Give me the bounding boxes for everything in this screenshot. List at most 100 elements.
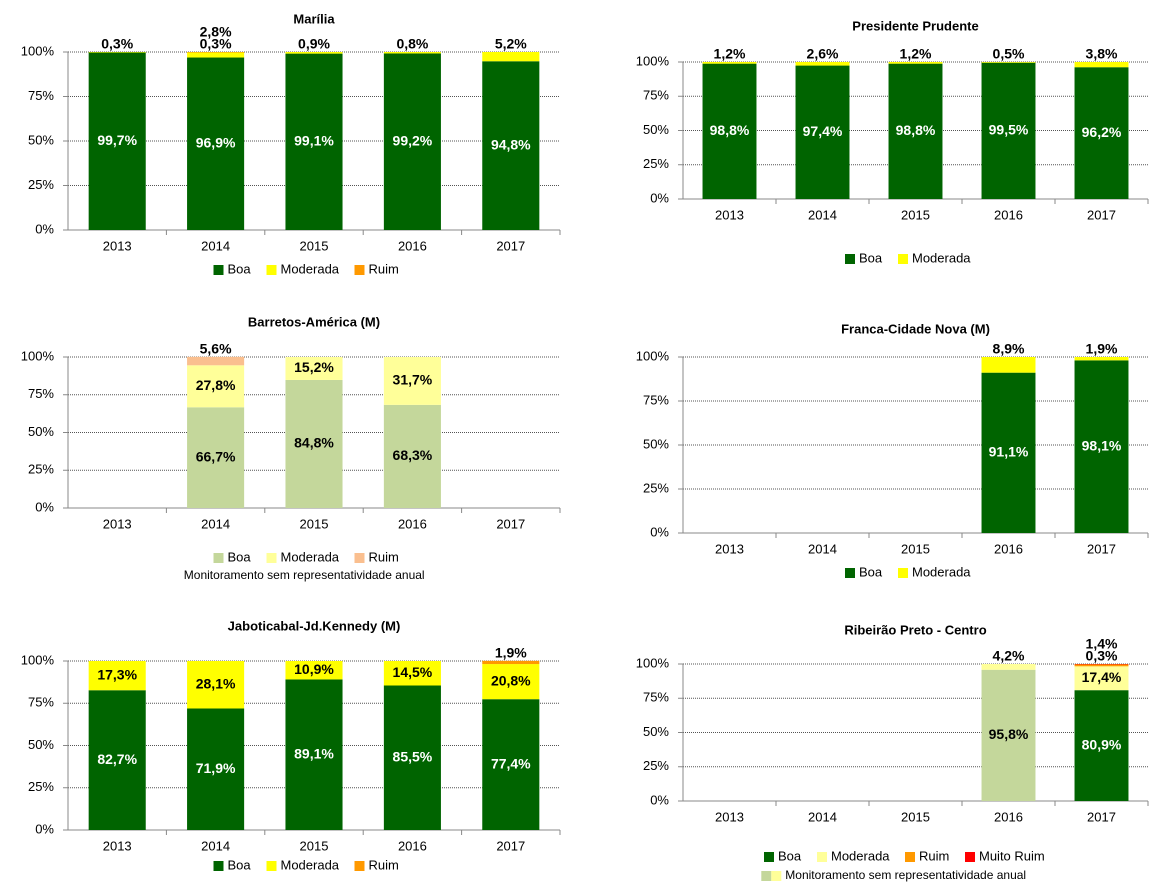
legend-label: Moderada	[281, 857, 340, 872]
legend-label: Boa	[228, 857, 252, 872]
value-label: 31,7%	[393, 372, 433, 388]
bar-segment	[981, 669, 1036, 801]
legend-swatch	[845, 254, 855, 264]
chart-title: Franca-Cidade Nova (M)	[841, 321, 990, 336]
legend-swatch	[764, 852, 774, 862]
value-label: 99,1%	[294, 133, 334, 149]
value-label: 85,5%	[393, 748, 433, 764]
y-tick-label: 0%	[650, 524, 669, 539]
legend-label: Moderada	[912, 564, 971, 579]
bar-segment	[1074, 62, 1129, 68]
value-label: 10,9%	[294, 661, 334, 677]
value-label: 27,8%	[196, 377, 236, 393]
bar-segment	[981, 62, 1036, 63]
legend-swatch	[266, 553, 277, 563]
value-label: 89,1%	[294, 745, 334, 761]
legend-label: Moderada	[281, 261, 340, 276]
value-label: 15,2%	[294, 359, 334, 375]
bar-segment	[482, 699, 540, 830]
bar-segment	[482, 52, 540, 62]
y-tick-label: 75%	[643, 88, 669, 103]
y-tick-label: 100%	[636, 655, 670, 670]
x-tick-label: 2017	[496, 238, 525, 253]
bar-segment	[285, 357, 343, 380]
legend-swatch	[845, 568, 855, 578]
bar-segment	[888, 63, 943, 200]
value-label: 1,2%	[714, 46, 746, 62]
value-label: 17,3%	[97, 666, 137, 682]
value-label: 1,2%	[900, 46, 932, 62]
legend-label: Ruim	[919, 848, 949, 863]
bar-segment	[795, 62, 850, 66]
value-label: 0,3%	[200, 36, 232, 52]
x-tick-label: 2017	[496, 516, 525, 531]
y-tick-label: 75%	[28, 386, 54, 401]
bar-segment	[187, 57, 245, 230]
value-label: 99,2%	[393, 132, 433, 148]
bar-segment	[285, 661, 343, 680]
x-tick-label: 2017	[1087, 809, 1116, 824]
legend-swatch	[213, 861, 224, 871]
y-tick-label: 75%	[28, 695, 54, 710]
value-label: 97,4%	[803, 123, 843, 139]
legend-swatch	[817, 852, 827, 862]
value-label: 84,8%	[294, 435, 334, 451]
y-tick-label: 100%	[21, 43, 55, 58]
y-tick-label: 0%	[650, 190, 669, 205]
value-label: 0,5%	[993, 46, 1025, 62]
x-tick-label: 2017	[1087, 541, 1116, 556]
y-tick-label: 75%	[643, 392, 669, 407]
value-label: 1,9%	[1086, 341, 1118, 357]
legend-swatch	[905, 852, 915, 862]
x-tick-label: 2015	[300, 516, 329, 531]
value-label: 2,6%	[807, 46, 839, 62]
value-label: 17,4%	[1082, 669, 1122, 685]
bar-segment	[187, 661, 245, 709]
legend-swatch	[213, 553, 224, 563]
legend-swatch	[266, 861, 277, 871]
bar-segment	[285, 53, 343, 230]
value-label: 8,9%	[993, 341, 1025, 357]
bar-segment	[1074, 666, 1129, 691]
x-tick-label: 2013	[715, 809, 744, 824]
x-tick-label: 2016	[994, 207, 1023, 222]
y-tick-label: 0%	[650, 792, 669, 807]
value-label: 99,7%	[97, 132, 137, 148]
bar-segment	[187, 52, 245, 53]
chart-title: Ribeirão Preto - Centro	[844, 622, 986, 637]
bar-segment	[88, 690, 146, 830]
bar-segment	[285, 679, 343, 830]
x-tick-label: 2013	[103, 516, 132, 531]
y-tick-label: 25%	[28, 779, 54, 794]
legend-swatch	[354, 553, 365, 563]
x-tick-label: 2016	[994, 541, 1023, 556]
y-tick-label: 100%	[21, 348, 55, 363]
legend-label: Boa	[228, 549, 252, 564]
legend-label: Moderada	[912, 250, 971, 265]
chart-title: Marília	[293, 11, 335, 26]
legend-label: Ruim	[369, 857, 399, 872]
x-tick-label: 2015	[901, 541, 930, 556]
bar-segment	[1074, 690, 1129, 801]
y-tick-label: 50%	[643, 724, 669, 739]
bar-segment	[981, 62, 1036, 200]
bar-segment	[1074, 360, 1129, 533]
y-tick-label: 50%	[28, 132, 54, 147]
legend-swatch	[965, 852, 975, 862]
note: Monitoramento sem representatividade anu…	[184, 568, 425, 582]
bar-segment	[187, 708, 245, 830]
x-tick-label: 2014	[808, 541, 837, 556]
x-tick-label: 2015	[901, 809, 930, 824]
bar-segment	[482, 61, 540, 231]
x-tick-label: 2017	[1087, 207, 1116, 222]
value-label: 68,3%	[393, 447, 433, 463]
value-label: 0,3%	[1086, 648, 1118, 664]
x-tick-label: 2014	[201, 838, 230, 853]
bar-segment	[702, 63, 757, 200]
x-tick-label: 2015	[300, 238, 329, 253]
value-label: 98,1%	[1082, 437, 1122, 453]
x-tick-label: 2016	[398, 238, 427, 253]
x-tick-label: 2014	[808, 809, 837, 824]
legend-label: Ruim	[369, 549, 399, 564]
bar-segment	[285, 52, 343, 54]
